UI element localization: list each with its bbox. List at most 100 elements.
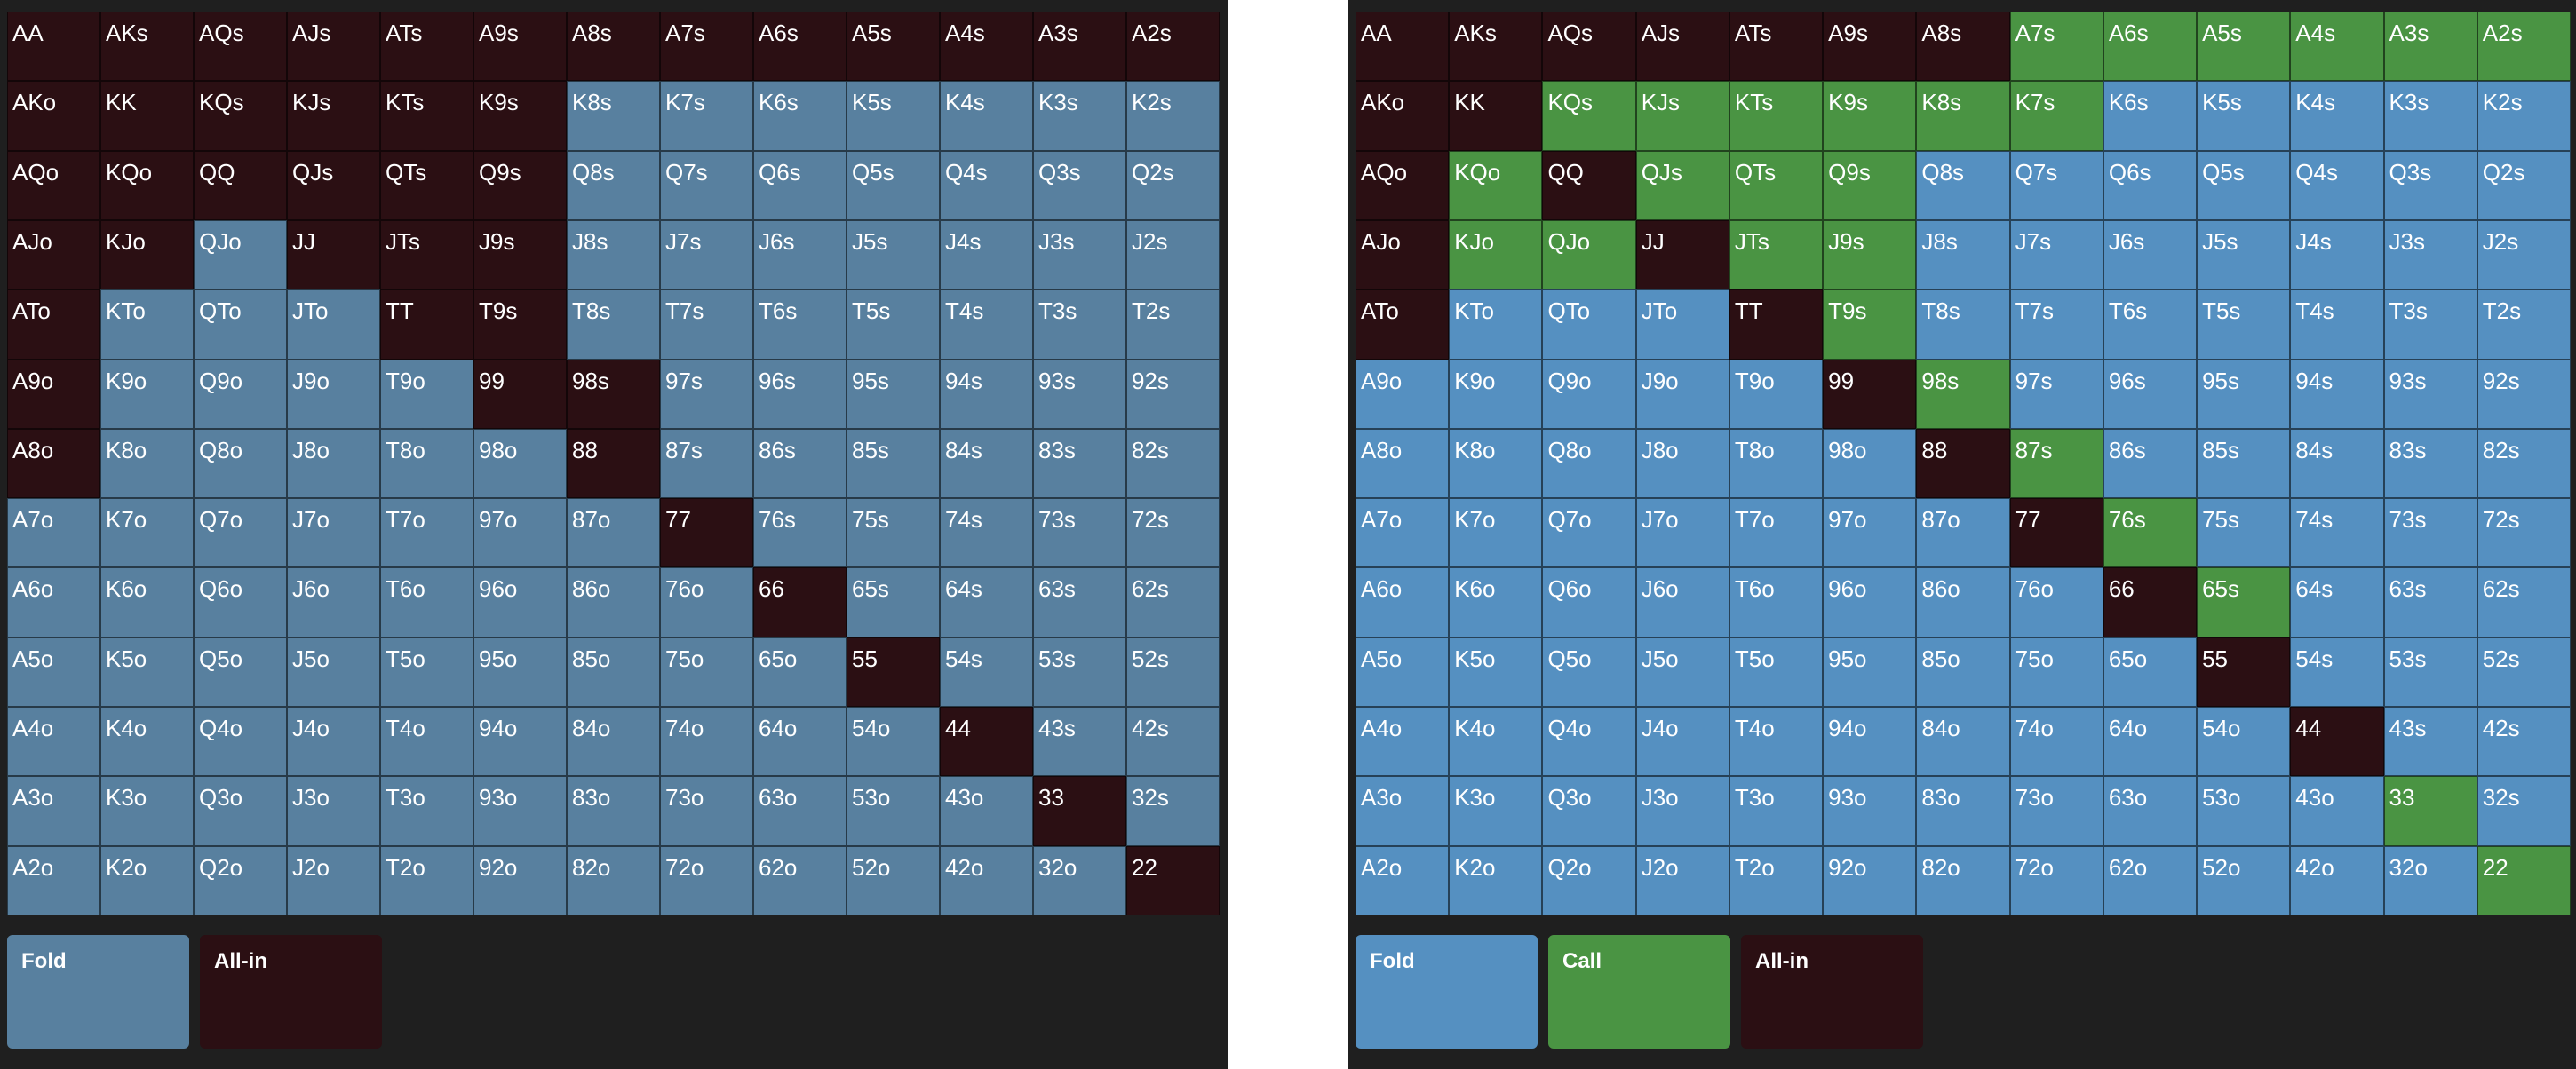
hand-cell-fold[interactable]: K4s — [940, 81, 1033, 151]
hand-cell-fold[interactable]: 52s — [2477, 637, 2571, 708]
hand-cell-fold[interactable]: A3o — [7, 776, 100, 846]
hand-cell-fold[interactable]: J7s — [2009, 219, 2103, 290]
hand-cell-call[interactable]: 65s — [2197, 567, 2291, 637]
hand-cell-fold[interactable]: 74o — [660, 707, 753, 777]
hand-cell-fold[interactable]: A2o — [1356, 845, 1450, 915]
hand-cell-fold[interactable]: QTo — [194, 289, 287, 360]
hand-cell-all-in[interactable]: AQs — [1542, 12, 1636, 82]
hand-cell-fold[interactable]: Q2s — [1126, 150, 1220, 220]
hand-cell-fold[interactable]: 42s — [1126, 707, 1220, 777]
hand-cell-fold[interactable]: T8o — [1729, 428, 1824, 499]
hand-cell-fold[interactable]: K5o — [100, 637, 194, 708]
hand-cell-fold[interactable]: T9o — [1729, 359, 1824, 429]
hand-cell-fold[interactable]: A7o — [7, 498, 100, 568]
hand-cell-fold[interactable]: J6o — [287, 567, 380, 637]
hand-cell-fold[interactable]: J5o — [1635, 637, 1729, 708]
hand-cell-all-in[interactable]: QTs — [380, 150, 473, 220]
hand-cell-fold[interactable]: Q4o — [194, 707, 287, 777]
hand-cell-fold[interactable]: Q8s — [1916, 150, 2010, 220]
hand-cell-all-in[interactable]: 77 — [2009, 498, 2103, 568]
hand-cell-fold[interactable]: 76o — [2009, 567, 2103, 637]
hand-cell-fold[interactable]: T8s — [1916, 289, 2010, 360]
hand-cell-call[interactable]: JTs — [1729, 219, 1824, 290]
hand-cell-fold[interactable]: 86o — [567, 567, 660, 637]
hand-cell-fold[interactable]: 62s — [2477, 567, 2571, 637]
hand-cell-fold[interactable]: 32o — [2383, 845, 2477, 915]
hand-cell-fold[interactable]: Q8o — [1542, 428, 1636, 499]
hand-cell-fold[interactable]: 97s — [2009, 359, 2103, 429]
hand-cell-call[interactable]: A2s — [2477, 12, 2571, 82]
hand-cell-all-in[interactable]: 44 — [2290, 707, 2384, 777]
hand-cell-call[interactable]: A3s — [2383, 12, 2477, 82]
hand-cell-fold[interactable]: KTo — [100, 289, 194, 360]
hand-cell-fold[interactable]: 85s — [847, 428, 940, 499]
hand-cell-fold[interactable]: K5s — [847, 81, 940, 151]
hand-cell-all-in[interactable]: QJs — [287, 150, 380, 220]
hand-cell-fold[interactable]: A4o — [7, 707, 100, 777]
hand-cell-call[interactable]: QTs — [1729, 150, 1824, 220]
hand-cell-fold[interactable]: K3o — [100, 776, 194, 846]
hand-cell-fold[interactable]: 75s — [847, 498, 940, 568]
hand-cell-fold[interactable]: K2s — [1126, 81, 1220, 151]
hand-cell-fold[interactable]: 43o — [940, 776, 1033, 846]
hand-cell-fold[interactable]: T4o — [1729, 707, 1824, 777]
hand-cell-fold[interactable]: 76o — [660, 567, 753, 637]
hand-cell-fold[interactable]: 87o — [1916, 498, 2010, 568]
hand-cell-fold[interactable]: T5s — [847, 289, 940, 360]
hand-cell-all-in[interactable]: KJs — [287, 81, 380, 151]
hand-cell-fold[interactable]: 63o — [753, 776, 847, 846]
hand-cell-fold[interactable]: 54o — [847, 707, 940, 777]
hand-cell-all-in[interactable]: 66 — [2103, 567, 2198, 637]
hand-cell-call[interactable]: A6s — [2103, 12, 2198, 82]
hand-cell-fold[interactable]: T3s — [1033, 289, 1126, 360]
hand-cell-call[interactable]: KJs — [1635, 81, 1729, 151]
legend-fold-button[interactable]: Fold — [1356, 935, 1538, 1049]
hand-cell-fold[interactable]: 64s — [2290, 567, 2384, 637]
hand-cell-fold[interactable]: 52o — [2197, 845, 2291, 915]
hand-cell-fold[interactable]: 73o — [660, 776, 753, 846]
hand-cell-all-in[interactable]: T9s — [473, 289, 567, 360]
hand-cell-fold[interactable]: Q4s — [2290, 150, 2384, 220]
hand-cell-fold[interactable]: 53o — [2197, 776, 2291, 846]
hand-cell-fold[interactable]: T8o — [380, 428, 473, 499]
hand-cell-fold[interactable]: 93o — [473, 776, 567, 846]
hand-cell-fold[interactable]: Q3o — [1542, 776, 1636, 846]
hand-cell-fold[interactable]: K9o — [1449, 359, 1543, 429]
hand-cell-fold[interactable]: 63o — [2103, 776, 2198, 846]
hand-cell-fold[interactable]: 54s — [940, 637, 1033, 708]
hand-cell-all-in[interactable]: ATs — [380, 12, 473, 82]
hand-cell-all-in[interactable]: TT — [1729, 289, 1824, 360]
hand-cell-fold[interactable]: A6o — [7, 567, 100, 637]
hand-cell-call[interactable]: QJs — [1635, 150, 1729, 220]
hand-cell-fold[interactable]: 72o — [2009, 845, 2103, 915]
hand-cell-all-in[interactable]: JJ — [1635, 219, 1729, 290]
hand-cell-fold[interactable]: 85o — [567, 637, 660, 708]
hand-cell-all-in[interactable]: A4s — [940, 12, 1033, 82]
hand-cell-fold[interactable]: 98o — [1823, 428, 1917, 499]
hand-cell-fold[interactable]: K7s — [660, 81, 753, 151]
hand-cell-all-in[interactable]: A7s — [660, 12, 753, 82]
hand-cell-fold[interactable]: K9o — [100, 359, 194, 429]
hand-cell-fold[interactable]: 92s — [2477, 359, 2571, 429]
hand-cell-fold[interactable]: T5o — [380, 637, 473, 708]
hand-cell-call[interactable]: J9s — [1823, 219, 1917, 290]
hand-cell-all-in[interactable]: J9s — [473, 219, 567, 290]
hand-cell-fold[interactable]: 65o — [2103, 637, 2198, 708]
legend-all-in-button[interactable]: All-in — [200, 935, 382, 1049]
hand-cell-all-in[interactable]: A2s — [1126, 12, 1220, 82]
hand-cell-fold[interactable]: 62o — [753, 845, 847, 915]
hand-cell-fold[interactable]: 76s — [753, 498, 847, 568]
hand-cell-all-in[interactable]: AJo — [1356, 219, 1450, 290]
hand-cell-fold[interactable]: Q3s — [2383, 150, 2477, 220]
hand-cell-fold[interactable]: 93o — [1823, 776, 1917, 846]
hand-cell-fold[interactable]: T9o — [380, 359, 473, 429]
hand-cell-fold[interactable]: 84s — [940, 428, 1033, 499]
hand-cell-fold[interactable]: 87s — [660, 428, 753, 499]
hand-cell-fold[interactable]: 82o — [567, 845, 660, 915]
hand-cell-fold[interactable]: 82s — [1126, 428, 1220, 499]
hand-cell-fold[interactable]: J2o — [287, 845, 380, 915]
hand-cell-fold[interactable]: 32s — [1126, 776, 1220, 846]
hand-cell-fold[interactable]: T7s — [2009, 289, 2103, 360]
hand-cell-fold[interactable]: 95s — [847, 359, 940, 429]
hand-cell-all-in[interactable]: KQo — [100, 150, 194, 220]
